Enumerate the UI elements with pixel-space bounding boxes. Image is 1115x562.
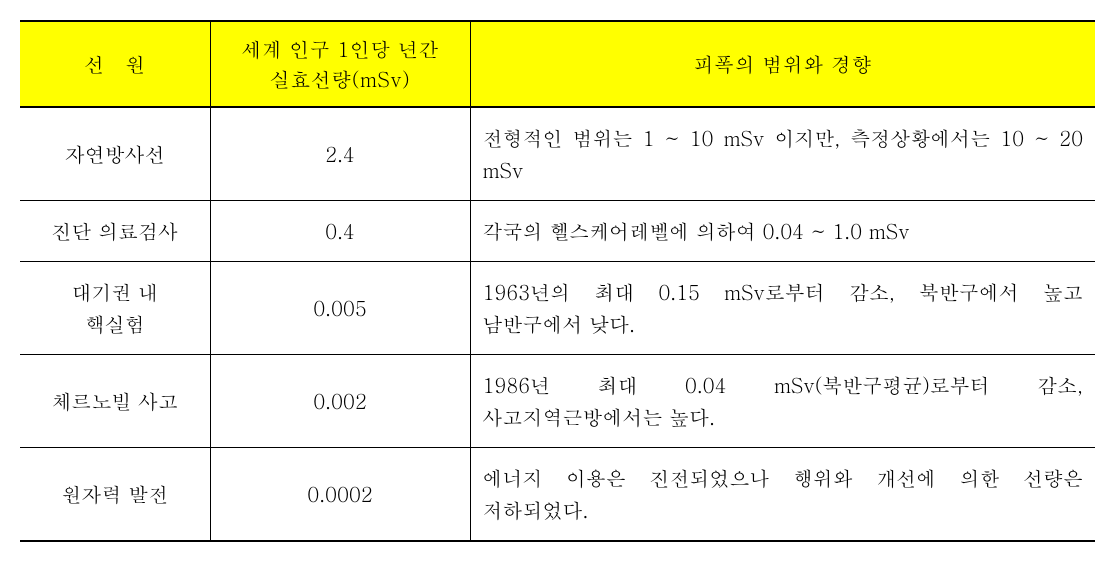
column-header-source: 선 원 [20,21,210,107]
cell-source: 체르노빌 사고 [20,355,210,448]
table-row: 대기권 내핵실험 0.005 1963년의 최대 0.15 mSv로부터 감소,… [20,262,1095,355]
cell-range: 에너지 이용은 진전되었으나 행위와 개선에 의한 선량은 저하되었다. [470,448,1095,542]
cell-dose: 2.4 [210,107,470,201]
table-row: 원자력 발전 0.0002 에너지 이용은 진전되었으나 행위와 개선에 의한 … [20,448,1095,542]
cell-dose: 0.002 [210,355,470,448]
cell-range: 1963년의 최대 0.15 mSv로부터 감소, 북반구에서 높고 남반구에서… [470,262,1095,355]
table-body: 자연방사선 2.4 전형적인 범위는 1 ~ 10 mSv 이지만, 측정상황에… [20,107,1095,541]
cell-dose: 0.005 [210,262,470,355]
cell-range: 전형적인 범위는 1 ~ 10 mSv 이지만, 측정상황에서는 10 ~ 20… [470,107,1095,201]
cell-source: 자연방사선 [20,107,210,201]
cell-range: 1986년 최대 0.04 mSv(북반구평균)로부터 감소, 사고지역근방에서… [470,355,1095,448]
table-row: 자연방사선 2.4 전형적인 범위는 1 ~ 10 mSv 이지만, 측정상황에… [20,107,1095,201]
table-row: 진단 의료검사 0.4 각국의 헬스케어레벨에 의하여 0.04 ~ 1.0 m… [20,201,1095,262]
column-header-range: 피폭의 범위와 경향 [470,21,1095,107]
column-header-dose: 세계 인구 1인당 년간실효선량(mSv) [210,21,470,107]
table-header-row: 선 원 세계 인구 1인당 년간실효선량(mSv) 피폭의 범위와 경향 [20,21,1095,107]
cell-source: 원자력 발전 [20,448,210,542]
cell-source: 대기권 내핵실험 [20,262,210,355]
cell-source: 진단 의료검사 [20,201,210,262]
table-row: 체르노빌 사고 0.002 1986년 최대 0.04 mSv(북반구평균)로부… [20,355,1095,448]
radiation-dose-table: 선 원 세계 인구 1인당 년간실효선량(mSv) 피폭의 범위와 경향 자연방… [20,20,1095,542]
cell-dose: 0.0002 [210,448,470,542]
cell-dose: 0.4 [210,201,470,262]
radiation-table-container: 선 원 세계 인구 1인당 년간실효선량(mSv) 피폭의 범위와 경향 자연방… [20,20,1095,542]
cell-range: 각국의 헬스케어레벨에 의하여 0.04 ~ 1.0 mSv [470,201,1095,262]
